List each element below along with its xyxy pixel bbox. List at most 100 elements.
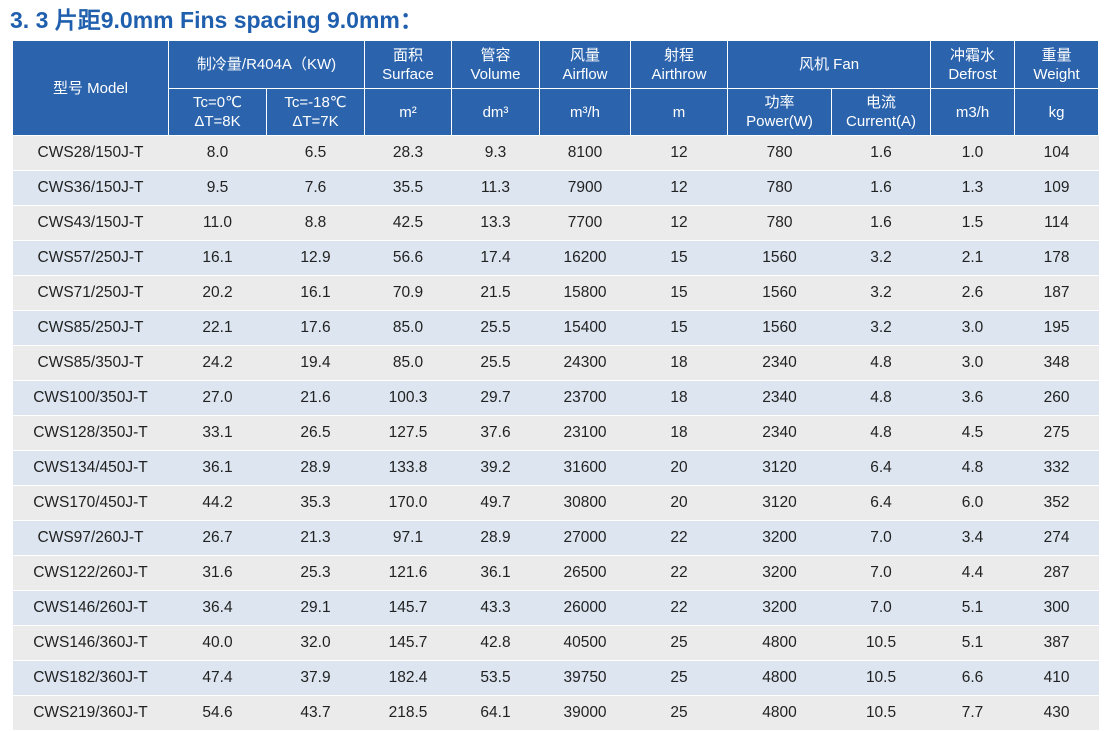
cell-weight: 387: [1014, 625, 1099, 661]
cell-fan-power: 780: [727, 170, 832, 206]
table-row: CWS146/260J-T 36.4 29.1 145.7 43.3 26000 22 320…: [12, 590, 1099, 626]
cell-cooling-tc0: 31.6: [168, 555, 267, 591]
cell-surface: 182.4: [364, 660, 452, 696]
cell-cooling-tc-18: 28.9: [266, 450, 365, 486]
cell-defrost: 2.1: [930, 240, 1015, 276]
cell-defrost: 5.1: [930, 625, 1015, 661]
cell-volume: 37.6: [451, 415, 540, 451]
cell-volume: 43.3: [451, 590, 540, 626]
cell-surface: 145.7: [364, 625, 452, 661]
cell-weight: 352: [1014, 485, 1099, 521]
cell-fan-current: 7.0: [831, 555, 931, 591]
header-cond-tc-18: Tc=-18℃ ΔT=7K: [265, 88, 366, 136]
cell-fan-power: 3200: [727, 520, 832, 556]
cell-airthrow: 22: [630, 590, 728, 626]
cell-cooling-tc-18: 7.6: [266, 170, 365, 206]
page-title: 3. 3 片距9.0mm Fins spacing 9.0mm：: [10, 7, 423, 33]
cell-model: CWS146/360J-T: [12, 625, 169, 661]
cell-airthrow: 25: [630, 625, 728, 661]
cell-fan-current: 7.0: [831, 590, 931, 626]
cell-airthrow: 12: [630, 135, 728, 171]
cell-airflow: 27000: [539, 520, 631, 556]
cell-model: CWS134/450J-T: [12, 450, 169, 486]
cell-defrost: 4.5: [930, 415, 1015, 451]
cell-fan-current: 4.8: [831, 380, 931, 416]
cell-model: CWS146/260J-T: [12, 590, 169, 626]
cell-cooling-tc0: 20.2: [168, 275, 267, 311]
cell-defrost: 3.6: [930, 380, 1015, 416]
header-surface: 面积 Surface: [364, 40, 453, 89]
cell-surface: 70.9: [364, 275, 452, 311]
cell-fan-current: 10.5: [831, 660, 931, 696]
cell-fan-power: 4800: [727, 660, 832, 696]
header-fan: 风机 Fan: [727, 40, 932, 89]
cell-airflow: 7700: [539, 205, 631, 241]
cell-surface: 85.0: [364, 345, 452, 381]
table-row: CWS128/350J-T 33.1 26.5 127.5 37.6 23100 18 234…: [12, 415, 1099, 451]
cell-weight: 178: [1014, 240, 1099, 276]
cell-airflow: 39750: [539, 660, 631, 696]
table-row: CWS122/260J-T 31.6 25.3 121.6 36.1 26500 22 320…: [12, 555, 1099, 591]
cell-surface: 145.7: [364, 590, 452, 626]
cell-model: CWS122/260J-T: [12, 555, 169, 591]
unit-surface: m²: [364, 88, 453, 136]
cell-fan-power: 2340: [727, 345, 832, 381]
cell-defrost: 7.7: [930, 695, 1015, 731]
table-row: CWS134/450J-T 36.1 28.9 133.8 39.2 31600 20 312…: [12, 450, 1099, 486]
cell-cooling-tc-18: 43.7: [266, 695, 365, 731]
cell-cooling-tc-18: 29.1: [266, 590, 365, 626]
cell-cooling-tc0: 33.1: [168, 415, 267, 451]
cell-cooling-tc0: 22.1: [168, 310, 267, 346]
cell-volume: 13.3: [451, 205, 540, 241]
cell-fan-power: 3200: [727, 590, 832, 626]
cell-model: CWS100/350J-T: [12, 380, 169, 416]
cell-model: CWS182/360J-T: [12, 660, 169, 696]
cell-surface: 218.5: [364, 695, 452, 731]
header-defrost: 冲霜水 Defrost: [930, 40, 1016, 89]
cell-airthrow: 18: [630, 380, 728, 416]
cell-airthrow: 20: [630, 450, 728, 486]
cell-volume: 39.2: [451, 450, 540, 486]
cell-airflow: 15400: [539, 310, 631, 346]
cell-surface: 97.1: [364, 520, 452, 556]
cell-airflow: 16200: [539, 240, 631, 276]
cell-weight: 410: [1014, 660, 1099, 696]
cell-cooling-tc-18: 35.3: [266, 485, 365, 521]
cell-fan-power: 4800: [727, 695, 832, 731]
cell-cooling-tc-18: 17.6: [266, 310, 365, 346]
cell-airthrow: 20: [630, 485, 728, 521]
cell-weight: 274: [1014, 520, 1099, 556]
cell-fan-current: 10.5: [831, 695, 931, 731]
cell-cooling-tc-18: 37.9: [266, 660, 365, 696]
cell-cooling-tc-18: 21.3: [266, 520, 365, 556]
table-row: CWS170/450J-T 44.2 35.3 170.0 49.7 30800 20 312…: [12, 485, 1099, 521]
unit-airthrow: m: [630, 88, 729, 136]
cell-airflow: 23100: [539, 415, 631, 451]
cell-cooling-tc-18: 19.4: [266, 345, 365, 381]
cell-model: CWS43/150J-T: [12, 205, 169, 241]
cell-defrost: 4.8: [930, 450, 1015, 486]
header-model: 型号 Model: [12, 40, 169, 136]
cell-weight: 104: [1014, 135, 1099, 171]
cell-surface: 42.5: [364, 205, 452, 241]
cell-weight: 109: [1014, 170, 1099, 206]
cell-defrost: 1.3: [930, 170, 1015, 206]
cell-volume: 28.9: [451, 520, 540, 556]
cell-cooling-tc-18: 6.5: [266, 135, 365, 171]
cell-fan-current: 6.4: [831, 485, 931, 521]
cell-model: CWS170/450J-T: [12, 485, 169, 521]
cell-fan-power: 1560: [727, 240, 832, 276]
cell-volume: 36.1: [451, 555, 540, 591]
cell-airflow: 30800: [539, 485, 631, 521]
cell-airthrow: 15: [630, 240, 728, 276]
cell-cooling-tc-18: 32.0: [266, 625, 365, 661]
table-row: CWS57/250J-T 16.1 12.9 56.6 17.4 16200 15 1560 3…: [12, 240, 1099, 276]
unit-defrost: m3/h: [930, 88, 1016, 136]
cell-airflow: 26000: [539, 590, 631, 626]
cell-airthrow: 18: [630, 345, 728, 381]
cell-fan-current: 4.8: [831, 345, 931, 381]
cell-model: CWS36/150J-T: [12, 170, 169, 206]
cell-cooling-tc0: 24.2: [168, 345, 267, 381]
cell-fan-power: 2340: [727, 380, 832, 416]
cell-cooling-tc0: 36.4: [168, 590, 267, 626]
